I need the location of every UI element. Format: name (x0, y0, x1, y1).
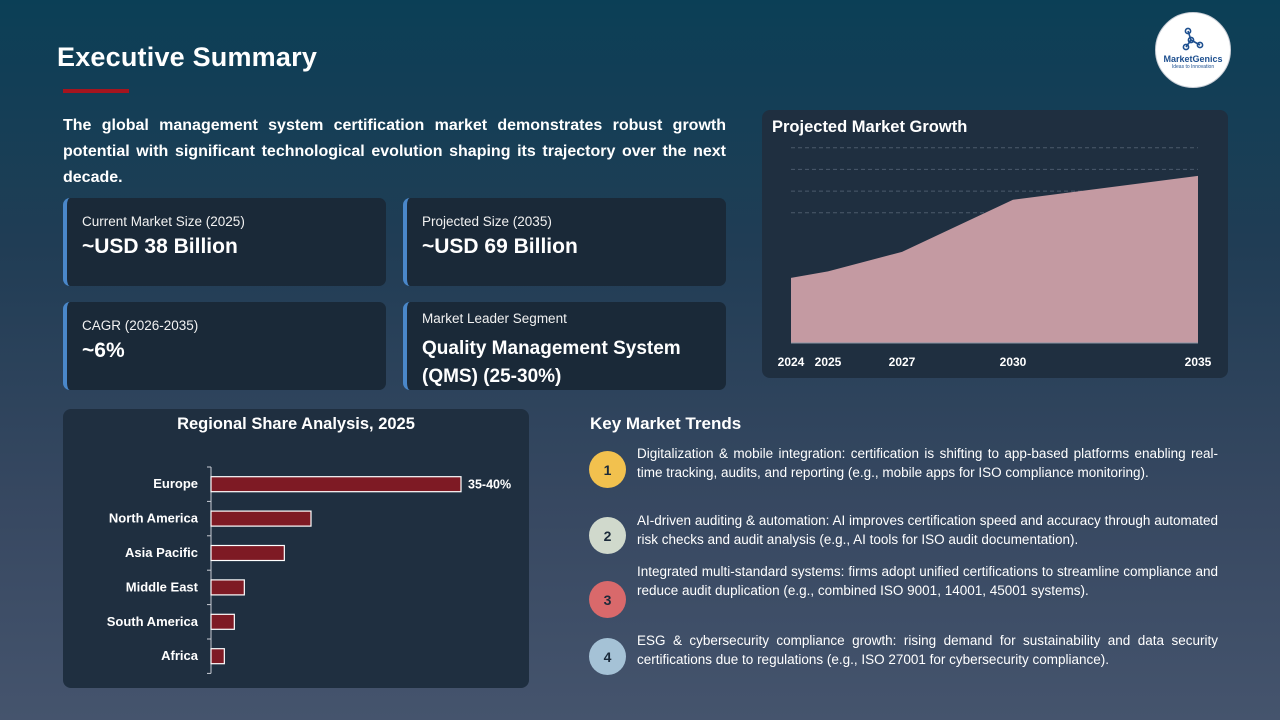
category-label: Asia Pacific (125, 545, 198, 560)
bar (210, 476, 462, 493)
kpi-card-current-size: Current Market Size (2025) ~USD 38 Billi… (63, 198, 386, 286)
logo-brand: MarketGenics (1163, 54, 1223, 64)
trend-text: Integrated multi-standard systems: firms… (637, 564, 1218, 598)
x-tick-label: 2025 (815, 355, 842, 369)
kpi-label: Market Leader Segment (422, 311, 567, 326)
bar (210, 579, 245, 596)
intro-text: The global management system certificati… (63, 117, 726, 186)
trend-text: ESG & cybersecurity compliance growth: r… (637, 633, 1218, 667)
category-label: North America (109, 511, 199, 526)
bar (210, 613, 235, 630)
trend-text: AI-driven auditing & automation: AI impr… (637, 513, 1218, 547)
company-logo: MarketGenics Ideas to Innovation (1155, 12, 1231, 88)
trend-number-badge: 4 (589, 638, 626, 675)
x-tick-label: 2030 (1000, 355, 1027, 369)
category-label: Europe (153, 476, 198, 491)
x-tick-label: 2035 (1185, 355, 1212, 369)
area-series (791, 175, 1198, 343)
trend-number-badge: 2 (589, 517, 626, 554)
category-label: Middle East (126, 579, 199, 594)
kpi-label: Projected Size (2035) (422, 214, 552, 229)
kpi-card-cagr: CAGR (2026-2035) ~6% (63, 302, 386, 390)
network-icon (1182, 27, 1204, 51)
growth-chart: 2024 2025 2027 2030 2035 (778, 147, 1212, 369)
kpi-value: ~USD 38 Billion (82, 235, 238, 258)
bar (210, 648, 225, 665)
category-label: Africa (161, 648, 199, 663)
kpi-label: CAGR (2026-2035) (82, 318, 199, 333)
kpi-value: ~USD 69 Billion (422, 235, 578, 258)
kpi-label: Current Market Size (2025) (82, 214, 245, 229)
kpi-value: Quality Management System (QMS) (25-30%) (422, 338, 681, 387)
kpi-value: ~6% (82, 339, 125, 362)
trend-number-badge: 1 (589, 451, 626, 488)
growth-chart-title: Projected Market Growth (772, 118, 968, 136)
data-label: 35-40% (468, 478, 511, 492)
title-underline (63, 89, 129, 93)
trends-title: Key Market Trends (590, 414, 742, 433)
bar (210, 510, 312, 527)
category-label: South America (107, 614, 199, 629)
logo-tagline: Ideas to Innovation (1171, 64, 1215, 70)
page-title: Executive Summary (57, 42, 318, 72)
growth-chart-panel: Projected Market Growth 2024 2025 2027 2030… (762, 110, 1228, 378)
bar (210, 544, 285, 562)
x-tick-label: 2027 (889, 355, 916, 369)
regional-chart-title: Regional Share Analysis, 2025 (177, 415, 415, 433)
trend-text: Digitalization & mobile integration: cer… (637, 446, 1218, 480)
trend-number-badge: 3 (589, 581, 626, 618)
kpi-card-leader-segment: Market Leader Segment Quality Management… (403, 302, 726, 390)
x-tick-label: 2024 (778, 355, 805, 369)
regional-chart: Europe 35-40% North America Asia Pacific Mid… (107, 466, 511, 674)
regional-chart-panel: Regional Share Analysis, 2025 Europe 35-4… (63, 409, 529, 688)
kpi-card-projected-size: Projected Size (2035) ~USD 69 Billion (403, 198, 726, 286)
